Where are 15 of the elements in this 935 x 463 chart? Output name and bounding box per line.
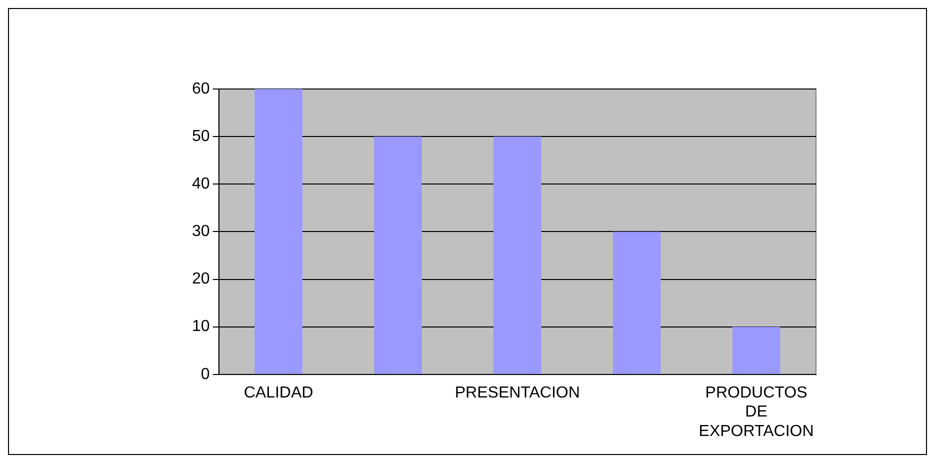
bar — [374, 136, 422, 374]
bar — [254, 89, 302, 374]
y-tick-label: 20 — [192, 270, 210, 288]
bar — [612, 232, 661, 374]
y-tick-label: 10 — [192, 318, 210, 336]
x-tick-label: PRESENTACION — [454, 384, 580, 402]
y-tick-label: 50 — [192, 128, 210, 145]
y-tick-label: 60 — [192, 80, 210, 98]
y-tick-label: 30 — [192, 223, 210, 240]
bar — [494, 136, 542, 374]
x-tick-label: CALIDAD — [244, 384, 314, 402]
bar — [732, 326, 780, 374]
x-tick-label: PRODUCTOS DE EXPORTACION — [698, 384, 814, 440]
y-tick-label: 40 — [192, 176, 210, 193]
y-tick-label: 0 — [200, 366, 210, 383]
